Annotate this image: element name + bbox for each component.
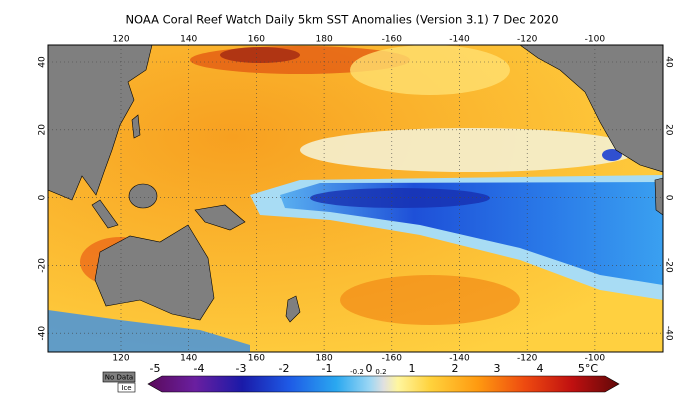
lat-label-right: -40	[664, 326, 674, 341]
lon-label-top: -100	[585, 35, 606, 45]
ice-label: Ice	[121, 384, 131, 392]
colorbar-label: 2	[452, 362, 459, 375]
lon-label-bottom: -140	[449, 354, 470, 364]
colorbar-label: 0.2	[375, 368, 386, 376]
map-title: NOAA Coral Reef Watch Daily 5km SST Anom…	[125, 13, 558, 27]
lon-label-top: 120	[112, 35, 129, 45]
colorbar-label: 1	[409, 362, 416, 375]
colorbar-label: 0	[366, 362, 373, 375]
map-area	[48, 45, 663, 352]
no-data-box	[102, 371, 136, 383]
lat-label-right: 40	[664, 56, 674, 68]
colorbar-label: 3	[494, 362, 501, 375]
colorbar-label: -4	[194, 362, 205, 375]
colorbar-label: -3	[236, 362, 247, 375]
colorbar-label: -2	[279, 362, 290, 375]
lon-label-top: -140	[449, 35, 470, 45]
lon-label-bottom: 140	[180, 354, 197, 364]
lat-label-left: -20	[38, 258, 48, 273]
colorbar-label: 4	[537, 362, 544, 375]
lon-label-bottom: 120	[112, 354, 129, 364]
lon-label-bottom: 160	[248, 354, 265, 364]
lat-label-left: 20	[38, 124, 48, 136]
lat-label-right: 20	[664, 124, 674, 136]
lon-label-top: 180	[316, 35, 333, 45]
no-data-label: No Data	[105, 374, 133, 382]
lat-label-right: 0	[664, 195, 674, 201]
lon-label-bottom: 180	[316, 354, 333, 364]
lon-label-top: -120	[517, 35, 538, 45]
lat-label-left: 40	[38, 56, 48, 68]
colorbar-label: -5	[150, 362, 161, 375]
lon-label-bottom: -100	[585, 354, 606, 364]
graticule	[48, 45, 663, 352]
colorbar-label: -0.2	[350, 368, 364, 376]
lat-label-left: 0	[38, 194, 48, 200]
colorbar-label: 5°C	[578, 362, 598, 375]
lon-label-bottom: -160	[382, 354, 403, 364]
lon-label-top: 160	[248, 35, 265, 45]
colorbar	[147, 375, 620, 393]
ice-box	[117, 382, 136, 393]
colorbar-label: -1	[322, 362, 333, 375]
lon-label-top: -160	[382, 35, 403, 45]
lat-label-right: -20	[664, 258, 674, 273]
lon-label-bottom: -120	[517, 354, 538, 364]
colorbar-labels: -5 -4 -3 -2 -1 -0.2 0 0.2 1 2 3 4 5°C	[150, 362, 599, 376]
lon-label-top: 140	[180, 35, 197, 45]
map-frame	[47, 44, 664, 353]
lat-label-left: -40	[38, 326, 48, 341]
